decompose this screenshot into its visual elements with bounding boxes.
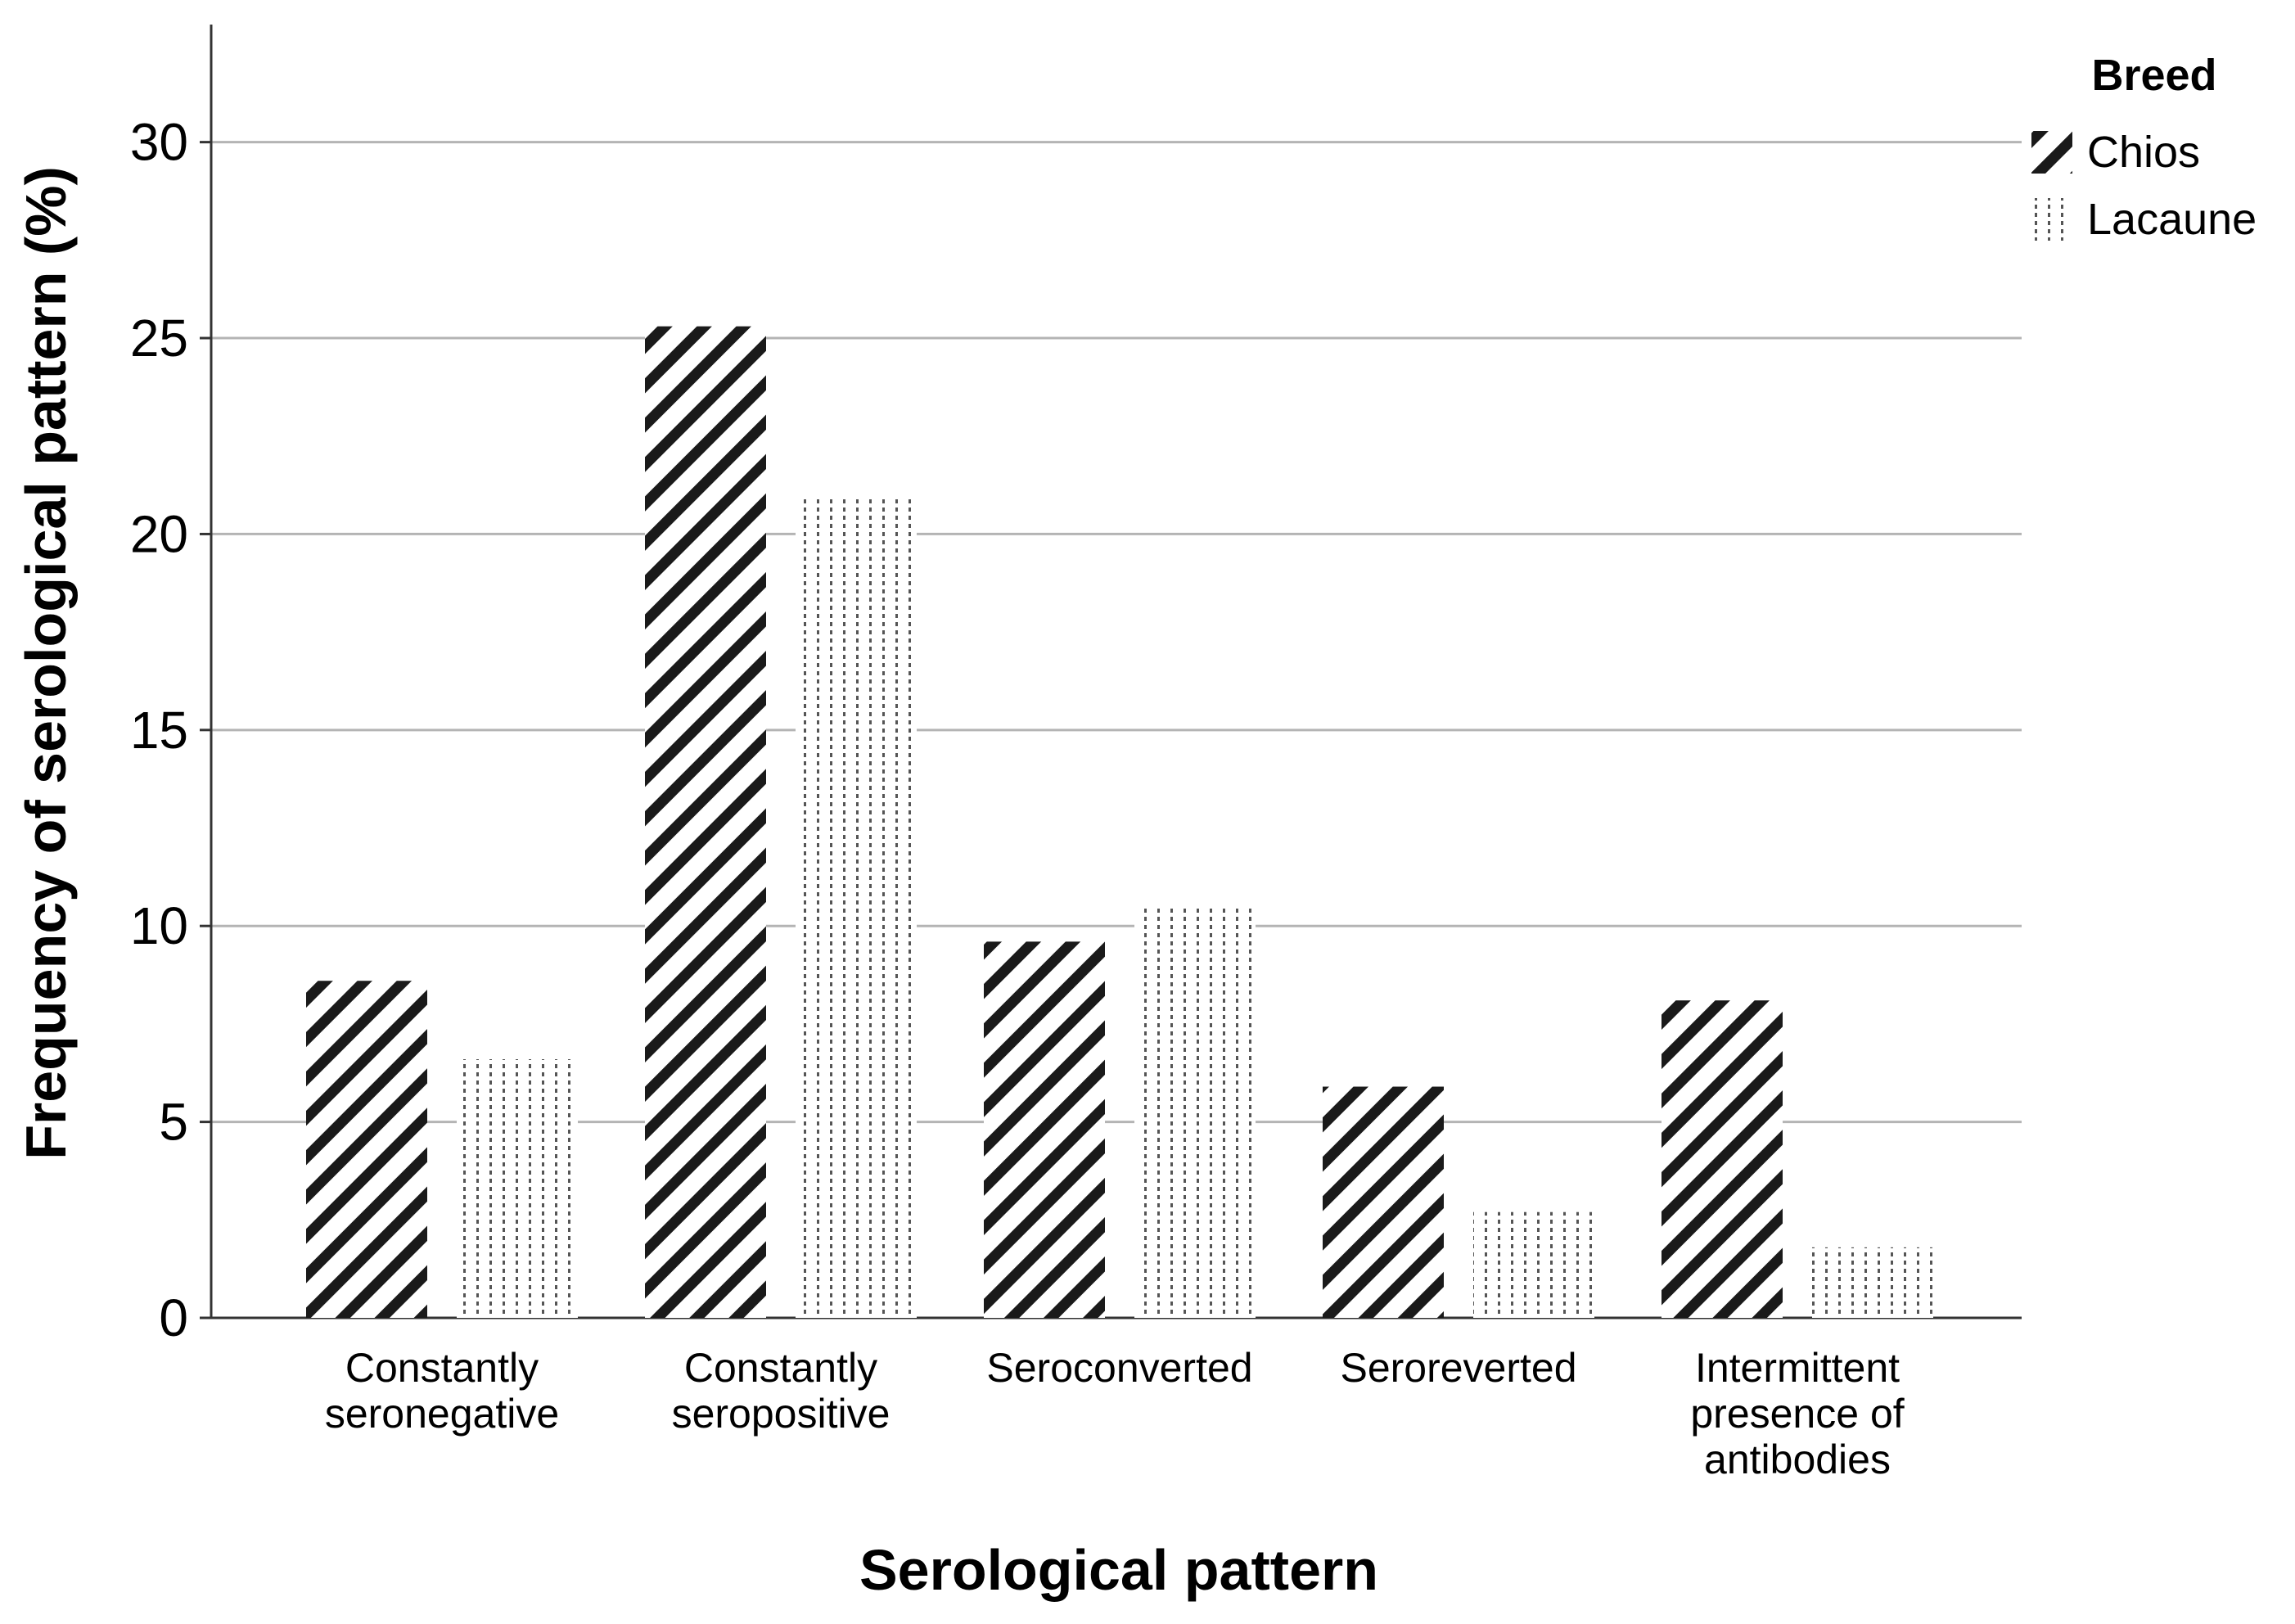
y-tick-label: 20	[130, 504, 188, 563]
x-tick-label: Constantly seronegative	[325, 1345, 559, 1437]
legend-label-lacaune: Lacaune	[2087, 195, 2257, 244]
legend-swatch-chios	[2031, 131, 2072, 174]
legend-label-chios: Chios	[2087, 128, 2200, 177]
legend-swatch-lacaune	[2031, 198, 2072, 241]
bars	[306, 326, 1933, 1319]
y-tick-label: 0	[159, 1288, 188, 1347]
bar-lacaune-0	[457, 1059, 578, 1318]
axis-labels: 0 5 10 15 20 25 30 Constantly seronegative Consta…	[130, 113, 1905, 1482]
bar-lacaune-3	[1473, 1211, 1594, 1318]
legend: Breed Chios Lacaune	[2031, 51, 2257, 244]
y-axis-title: Frequency of serological pattern (%)	[14, 166, 78, 1160]
bar-chios-0	[306, 981, 427, 1318]
bar-lacaune-1	[796, 498, 917, 1318]
bar-chios-4	[1662, 1000, 1783, 1318]
x-tick-label: Seroreverted	[1340, 1345, 1576, 1391]
y-tick-label: 5	[159, 1093, 188, 1152]
x-tick-label: Seroconverted	[986, 1345, 1252, 1391]
bar-chios-3	[1323, 1086, 1444, 1318]
y-tick-label: 10	[130, 896, 188, 955]
bar-chios-2	[984, 941, 1105, 1318]
x-axis-title: Serological pattern	[859, 1538, 1378, 1602]
bar-lacaune-2	[1134, 906, 1256, 1318]
bar-lacaune-4	[1812, 1247, 1933, 1318]
x-tick-label: Constantly seropositive	[672, 1345, 890, 1437]
x-tick-label: Intermittent presence of antibodies	[1690, 1345, 1904, 1482]
y-tick-label: 30	[130, 113, 188, 172]
bar-chios-1	[645, 326, 766, 1319]
y-tick-label: 25	[130, 309, 188, 368]
gridlines	[211, 141, 2022, 1124]
legend-title: Breed	[2091, 51, 2216, 100]
y-tick-label: 15	[130, 701, 188, 760]
